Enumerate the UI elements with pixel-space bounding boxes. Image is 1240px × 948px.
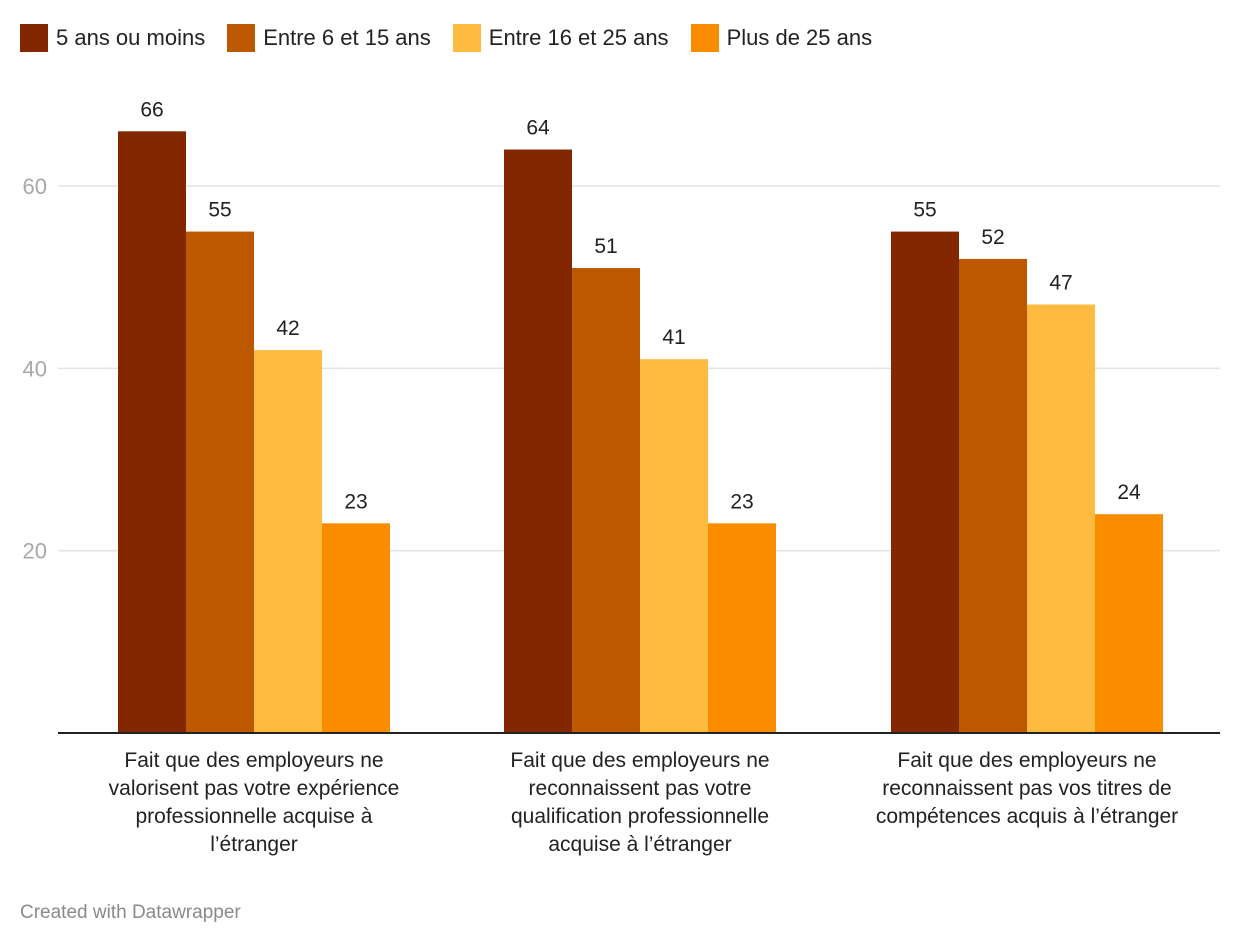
bar (254, 350, 322, 733)
category-label-line: Fait que des employeurs ne (897, 749, 1156, 772)
bar-value-label: 66 (140, 98, 163, 121)
legend-swatch (690, 24, 719, 52)
bar-value-label: 64 (526, 117, 550, 140)
bar (891, 231, 959, 734)
legend-item[interactable]: Plus de 25 ans (690, 24, 873, 52)
legend-swatch (452, 24, 481, 52)
category-label-line: professionnelle acquise à (136, 805, 373, 828)
bar-value-label: 42 (276, 317, 299, 340)
bar-value-label: 55 (208, 199, 231, 222)
category-label-line: reconnaissent pas votre (529, 777, 752, 800)
bar-value-label: 23 (344, 490, 367, 513)
legend-label: Plus de 25 ans (726, 25, 873, 50)
bar-value-label: 41 (662, 326, 685, 349)
bar (504, 149, 572, 734)
category-label-line: l’étranger (210, 833, 298, 856)
bar (572, 268, 640, 733)
bar (708, 523, 776, 733)
category-label: Fait que des employeurs ne reconnaissent … (876, 749, 1178, 828)
bar (118, 131, 186, 734)
y-tick-label: 40 (23, 356, 47, 381)
category-label-line: Fait que des employeurs ne (510, 749, 769, 772)
bar-value-label: 24 (1117, 481, 1141, 504)
bar-value-label: 47 (1049, 272, 1072, 295)
category-label-line: qualification professionnelle (511, 805, 769, 828)
bar (959, 258, 1027, 733)
legend: 5 ans ou moins Entre 6 et 15 ans Entre 16 … (20, 24, 894, 52)
category-label-line: acquise à l’étranger (548, 833, 731, 856)
category-label-line: reconnaissent pas vos titres de (882, 777, 1172, 800)
legend-label: 5 ans ou moins (56, 25, 206, 50)
legend-swatch (227, 24, 256, 52)
bar-value-label: 52 (981, 226, 1004, 249)
legend-item[interactable]: Entre 6 et 15 ans (227, 24, 431, 52)
bar (1095, 514, 1163, 733)
credit-text[interactable]: Created with Datawrapper (20, 902, 241, 923)
bar (186, 231, 254, 734)
bar-value-label: 23 (730, 490, 753, 513)
category-label-line: compétences acquis à l’étranger (876, 805, 1178, 828)
bar-value-label: 55 (913, 199, 936, 222)
legend-swatch (20, 24, 48, 52)
category-label-line: valorisent pas votre expérience (109, 777, 400, 800)
legend-item[interactable]: Entre 16 et 25 ans (452, 24, 669, 52)
legend-label: Entre 16 et 25 ans (488, 25, 669, 50)
bar (1027, 304, 1095, 733)
category-label: Fait que des employeurs ne reconnaissent … (510, 749, 769, 856)
bar-value-label: 51 (594, 235, 617, 258)
y-tick-label: 20 (23, 539, 47, 564)
legend-item[interactable]: 5 ans ou moins (20, 24, 205, 52)
category-label: Fait que des employeurs ne valorisent pas… (109, 749, 400, 856)
bar (322, 523, 390, 733)
y-tick-label: 60 (23, 174, 47, 199)
category-label-line: Fait que des employeurs ne (124, 749, 383, 772)
bar (640, 359, 708, 733)
legend-label: Entre 6 et 15 ans (263, 25, 431, 50)
